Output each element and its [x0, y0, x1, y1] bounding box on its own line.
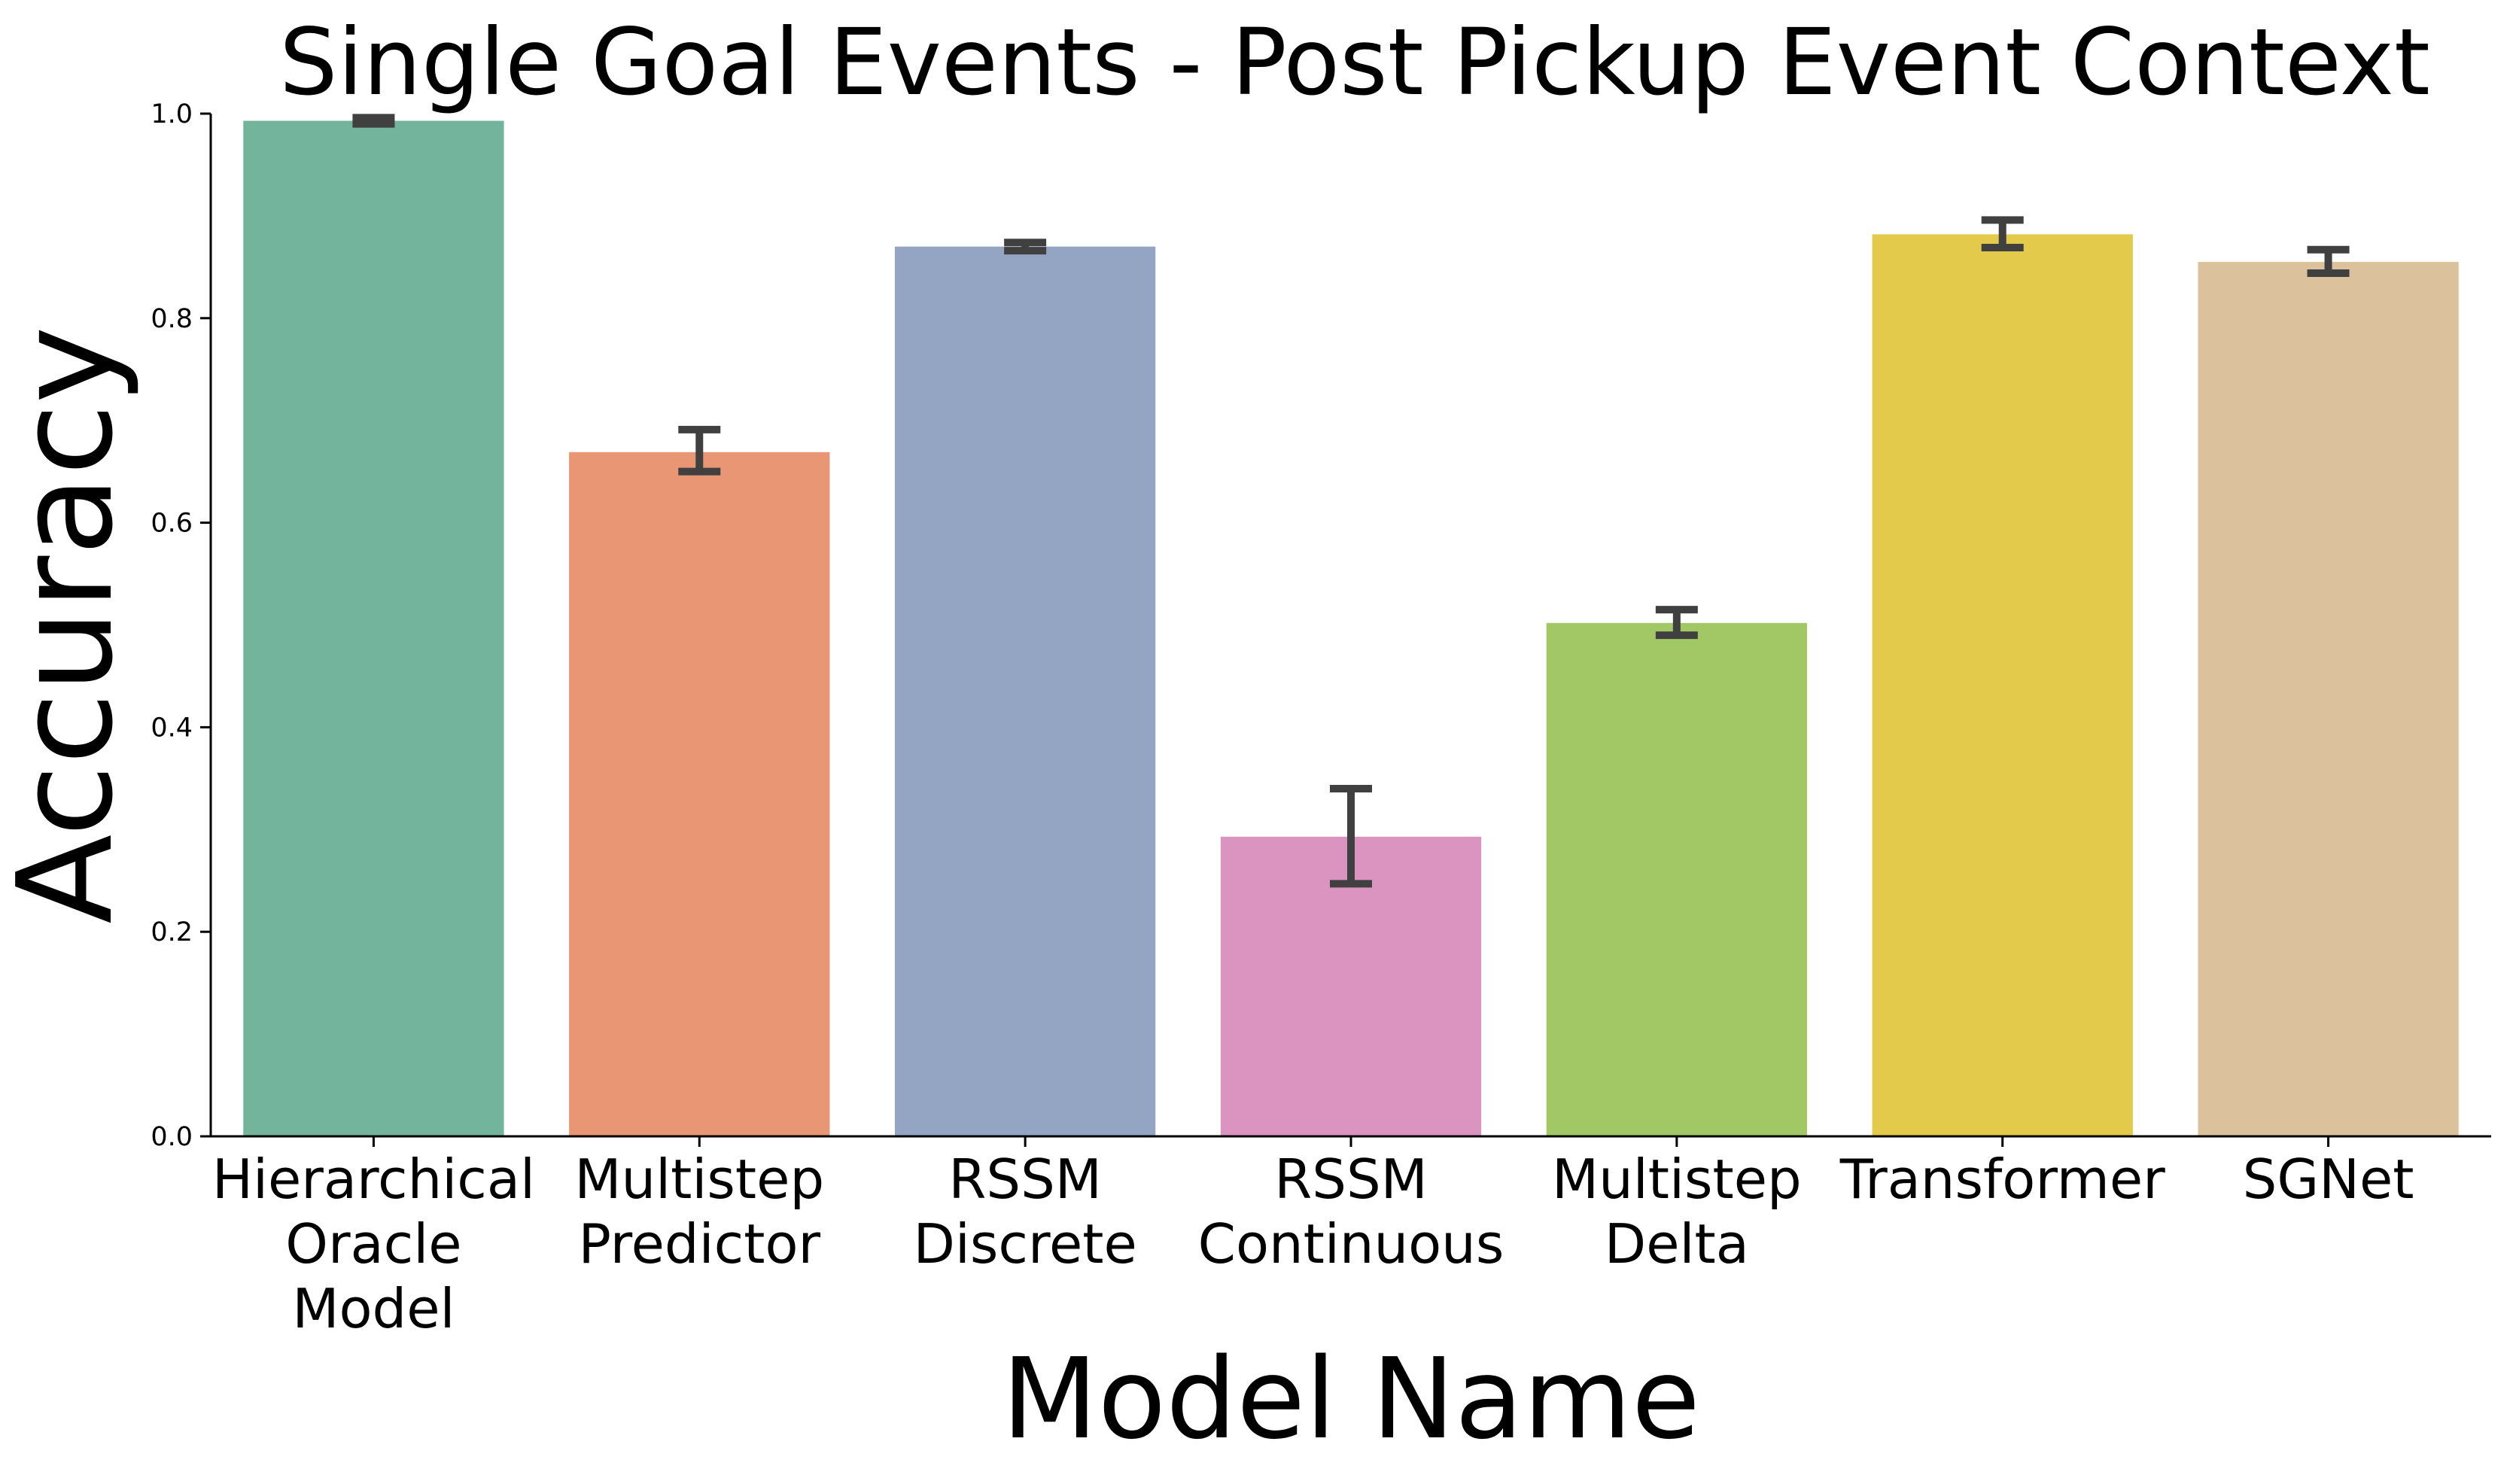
x-tick-label-line: Delta — [1605, 1212, 1749, 1276]
x-tick-label-line: SGNet — [2243, 1148, 2414, 1211]
bar-6 — [2198, 262, 2459, 1137]
x-tick-label-line: Transformer — [1839, 1148, 2165, 1211]
bar-0 — [243, 120, 504, 1137]
x-tick-label-line: Multistep — [1552, 1148, 1802, 1211]
x-tick-label-1: Multistep Predictor — [574, 1148, 824, 1276]
y-axis-label: Accuracy — [0, 326, 142, 923]
x-tick-label-2: RSSM Discrete — [913, 1148, 1136, 1276]
x-tick-label-0: Hierarchical Oracle Model — [212, 1148, 535, 1340]
x-tick-label-line: Continuous — [1198, 1212, 1504, 1276]
bar-4 — [1546, 622, 1807, 1136]
x-tick-label-line: Model — [292, 1277, 455, 1340]
x-tick-label-line: RSSM — [1274, 1148, 1428, 1211]
y-tick-label-3: 0.6 — [151, 509, 193, 539]
x-tick-label-line: Oracle — [285, 1212, 461, 1276]
x-tick-label-line: Hierarchical — [212, 1148, 535, 1211]
x-tick-label-line: Predictor — [578, 1212, 820, 1276]
x-tick-label-line: Discrete — [913, 1212, 1136, 1276]
y-tick-label-2: 0.4 — [151, 713, 193, 743]
y-tick-label-1: 0.2 — [151, 917, 193, 947]
bars-layer — [243, 120, 2459, 1137]
x-tick-label-5: Transformer — [1839, 1148, 2165, 1211]
bar-2 — [895, 246, 1156, 1136]
x-tick-label-4: Multistep Delta — [1552, 1148, 1802, 1276]
y-tick-label-4: 0.8 — [151, 304, 193, 334]
x-tick-label-3: RSSM Continuous — [1198, 1148, 1504, 1276]
x-tick-label-line: RSSM — [948, 1148, 1102, 1211]
bar-1 — [569, 452, 830, 1136]
bar-5 — [1872, 234, 2133, 1136]
error-bars-layer — [352, 114, 2350, 888]
x-axis-label: Model Name — [1002, 1334, 1700, 1464]
y-tick-label-5: 1.0 — [151, 99, 193, 129]
x-tick-label-line: Multistep — [574, 1148, 824, 1211]
y-ticks-layer: 0.0 0.2 0.4 0.6 0.8 1.0 — [151, 99, 211, 1152]
y-tick-label-0: 0.0 — [151, 1122, 193, 1152]
x-tick-label-6: SGNet — [2243, 1148, 2414, 1211]
chart-title: Single Goal Events - Post Pickup Event C… — [279, 9, 2430, 116]
